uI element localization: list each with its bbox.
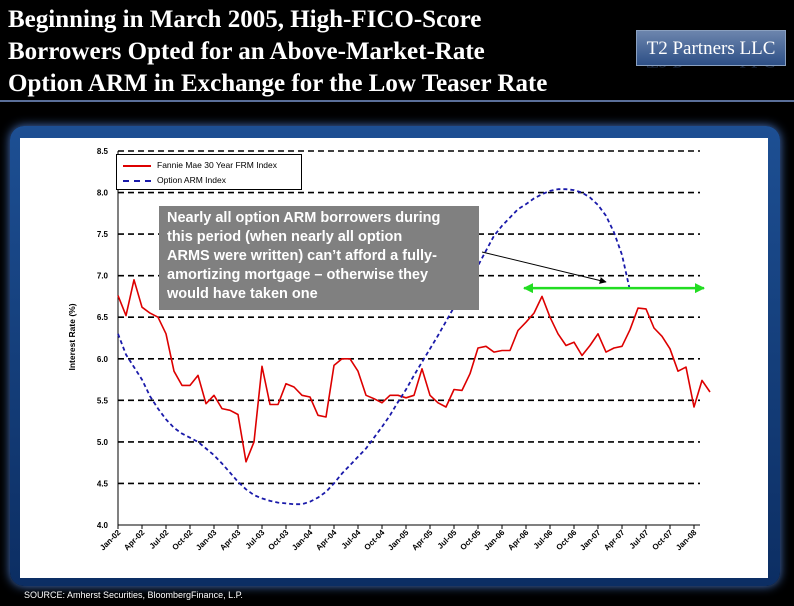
x-tick-label: Oct-04	[362, 528, 386, 552]
x-tick-label: Jul-05	[436, 528, 459, 551]
x-tick-label: Apr-06	[506, 528, 531, 553]
legend-swatch-arm	[123, 179, 151, 182]
y-tick-label: 8.0	[97, 189, 109, 198]
x-tick-label: Jul-02	[148, 528, 171, 551]
x-tick-label: Jan-06	[482, 528, 507, 553]
callout-line-2: this period (when nearly all option	[167, 229, 403, 245]
series-option-arm-line	[117, 188, 631, 506]
y-tick-label: 7.5	[97, 230, 109, 239]
x-tick-label: Apr-02	[122, 528, 147, 553]
x-tick-label: Oct-02	[170, 528, 194, 552]
callout-pointer-arrow	[481, 251, 607, 284]
x-tick-label: Apr-04	[314, 528, 339, 553]
x-tick-label: Jul-07	[628, 528, 651, 551]
y-tick-label: 4.5	[97, 479, 109, 488]
annotation-callout: Nearly all option ARM borrowers during t…	[159, 206, 479, 310]
title-line-1: Beginning in March 2005, High-FICO-Score	[8, 6, 482, 33]
legend-item-frm: Fannie Mae 30 Year FRM Index	[123, 159, 277, 171]
y-tick-label: 6.5	[97, 313, 109, 322]
legend-label-frm: Fannie Mae 30 Year FRM Index	[157, 160, 278, 170]
x-tick-label: Oct-05	[458, 528, 482, 552]
legend-label-arm: Option ARM Index	[157, 175, 226, 185]
callout-line-5: would have taken one	[167, 286, 318, 302]
callout-line-4: amortizing mortgage – otherwise they	[167, 267, 429, 283]
series-frm-line	[117, 278, 711, 463]
x-tick-label: Jul-06	[532, 528, 555, 551]
source-note: SOURCE: Amherst Securities, BloombergFin…	[24, 590, 243, 600]
chart-legend: Fannie Mae 30 Year FRM Index Option ARM …	[116, 154, 302, 190]
x-tick-label: Jan-04	[290, 528, 315, 553]
y-axis-label: Interest Rate (%)	[67, 303, 77, 370]
y-tick-label: 7.0	[97, 272, 109, 281]
x-tick-label: Apr-05	[410, 528, 435, 553]
title-line-3: Option ARM in Exchange for the Low Tease…	[8, 70, 548, 97]
y-tick-label: 5.5	[97, 396, 109, 405]
x-tick-label: Jan-07	[578, 528, 603, 553]
x-tick-label: Oct-07	[650, 528, 674, 552]
x-tick-label: Jan-08	[674, 528, 699, 553]
title-line-2: Borrowers Opted for an Above-Market-Rate	[8, 38, 485, 65]
slide-title: Beginning in March 2005, High-FICO-Score…	[8, 4, 618, 100]
x-tick-label: Jul-03	[244, 528, 267, 551]
callout-line-1: Nearly all option ARM borrowers during	[167, 210, 441, 226]
y-tick-label: 6.0	[97, 355, 109, 364]
company-logo: T2 Partners LLC	[636, 30, 786, 66]
x-tick-label: Jul-04	[340, 528, 363, 551]
x-tick-label: Jan-03	[194, 528, 219, 553]
y-tick-label: 8.5	[97, 147, 109, 156]
legend-swatch-frm	[123, 164, 151, 167]
legend-item-arm: Option ARM Index	[123, 174, 226, 186]
x-tick-label: Jan-02	[98, 528, 123, 553]
header-divider	[0, 100, 794, 102]
x-tick-label: Apr-03	[218, 528, 243, 553]
x-tick-label: Oct-06	[554, 528, 578, 552]
y-tick-label: 4.0	[97, 521, 109, 530]
x-tick-label: Apr-07	[602, 528, 627, 553]
callout-line-3: ARMS were written) can’t afford a fully-	[167, 248, 437, 264]
y-tick-label: 5.0	[97, 438, 109, 447]
x-tick-label: Oct-03	[266, 528, 290, 552]
x-tick-label: Jan-05	[386, 528, 411, 553]
